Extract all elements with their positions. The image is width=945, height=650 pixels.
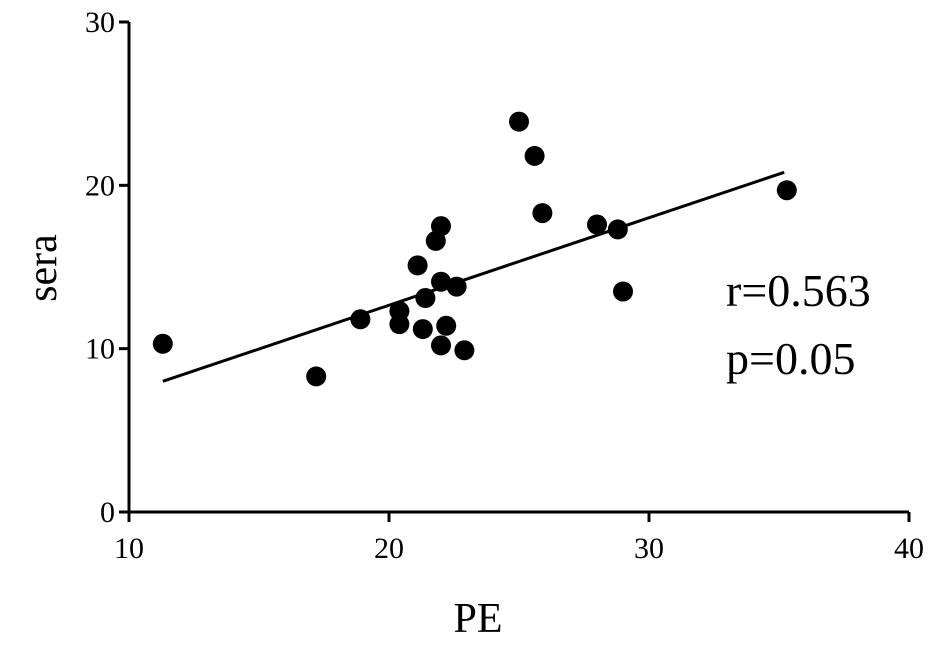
data-point (350, 309, 371, 330)
data-point (587, 214, 607, 235)
data-point (431, 335, 451, 356)
data-point (446, 276, 467, 297)
data-point (306, 366, 327, 387)
data-point (431, 216, 451, 237)
r-annotation: r=0.563 (726, 265, 871, 316)
data-point (613, 281, 633, 302)
data-point (152, 333, 173, 354)
data-point (415, 288, 436, 309)
x-axis-label: PE (453, 596, 502, 642)
data-point (454, 340, 475, 361)
trendline (162, 170, 785, 383)
x-tick-label: 10 (114, 532, 144, 565)
data-point (436, 315, 457, 336)
y-tick-label: 10 (85, 333, 115, 366)
data-point (532, 203, 553, 224)
data-point (607, 219, 628, 240)
x-tick-label: 40 (894, 532, 924, 565)
y-tick-label: 30 (85, 6, 115, 39)
data-points (152, 111, 797, 387)
x-ticks: 10 20 30 40 (114, 512, 924, 565)
x-tick-label: 20 (374, 532, 404, 565)
x-tick-label: 30 (634, 532, 664, 565)
data-point (776, 180, 797, 201)
y-ticks: 0 10 20 30 (85, 6, 129, 529)
data-point (509, 111, 529, 132)
p-annotation: p=0.05 (726, 333, 855, 384)
y-axis-label: sera (20, 234, 66, 302)
data-point (431, 271, 451, 292)
y-tick-label: 20 (85, 169, 115, 202)
data-point (412, 319, 433, 340)
data-point (389, 314, 410, 335)
y-tick-label: 0 (100, 496, 115, 529)
data-point (524, 145, 545, 166)
data-point (407, 255, 428, 276)
